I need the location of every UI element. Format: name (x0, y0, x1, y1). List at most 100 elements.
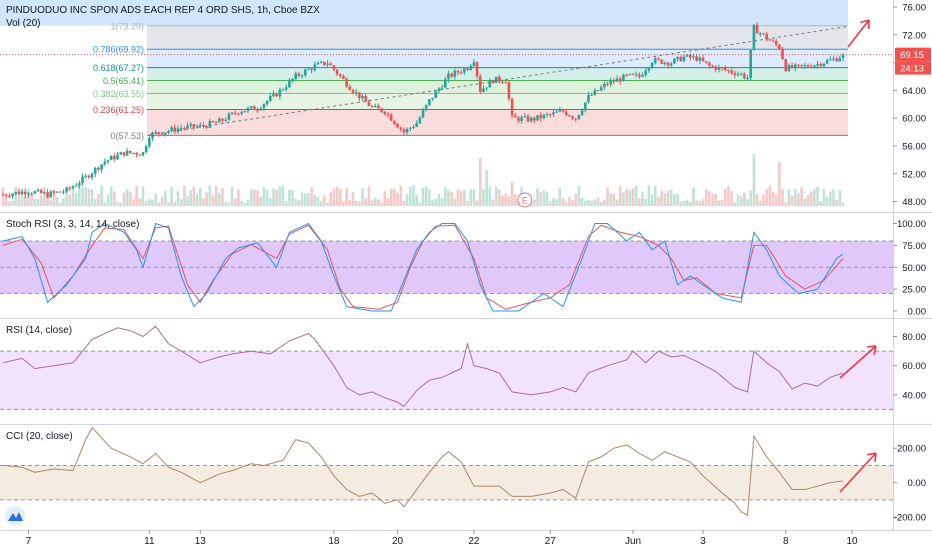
volume-bar (354, 200, 358, 206)
candle-body (714, 66, 718, 70)
volume-bar (612, 193, 616, 206)
candle-body (119, 152, 123, 155)
volume-bar (695, 200, 698, 206)
volume-bar (723, 188, 727, 206)
volume-bar (593, 199, 597, 206)
candle-body (300, 75, 304, 77)
candle-body (717, 67, 721, 70)
candle-body (307, 68, 310, 70)
candle-body (498, 76, 501, 82)
volume-bar (240, 200, 243, 206)
volume-bar (386, 197, 390, 206)
stoch-rsi-panel[interactable]: Stoch RSI (3, 3, 14, 14, close) (0, 219, 893, 312)
candle-body (743, 73, 746, 79)
fib-label: 0.618(67.27) (93, 63, 144, 73)
volume-bar (163, 190, 167, 206)
volume-bar (803, 198, 807, 206)
volume-bar (475, 200, 479, 206)
trend-line[interactable] (149, 25, 849, 136)
volume-bar (631, 188, 635, 206)
volume-bar (297, 200, 301, 206)
volume-bar (17, 187, 21, 206)
candle-body (666, 62, 670, 66)
candle-body (708, 62, 711, 66)
volume-bar (167, 202, 170, 206)
candle-body (87, 175, 91, 178)
candle-body (778, 44, 781, 49)
volume-bar (243, 202, 247, 206)
candle-body (30, 193, 33, 195)
candle-body (78, 183, 81, 186)
volume-bar (708, 191, 711, 206)
volume-bar (256, 190, 259, 206)
earnings-marker[interactable]: E (517, 192, 533, 208)
candle-body (478, 76, 482, 92)
candle-body (450, 73, 453, 77)
volume-bar (813, 189, 816, 206)
candle-body (507, 82, 511, 99)
price-tick-label: 60.00 (902, 114, 926, 125)
time-axis[interactable]: 7 11 13 18 20 22 27 Jun 3 8 10 (26, 530, 858, 547)
candle-body (310, 68, 313, 71)
candle-body (81, 176, 84, 184)
price-tick-label: 64.00 (902, 86, 926, 97)
rsi-panel[interactable]: RSI (14, close) (0, 325, 893, 410)
volume-bar (100, 185, 103, 206)
indicator-tick-label: 200.00 (897, 444, 926, 455)
volume-bar (154, 193, 158, 206)
volume-bar (186, 196, 189, 206)
volume-bar (437, 193, 441, 206)
time-tick-label: 10 (846, 536, 858, 547)
candle-body (720, 67, 724, 69)
volume-bar (638, 198, 641, 206)
candle-body (609, 80, 613, 85)
candle-body (768, 39, 772, 41)
volume-bar (49, 200, 53, 206)
candle-body (698, 57, 702, 61)
volume-bar (272, 188, 275, 206)
volume-bar (135, 185, 138, 206)
candle-body (253, 106, 256, 111)
volume-bar (170, 187, 173, 206)
volume-bar (603, 199, 606, 206)
candle-body (494, 76, 498, 83)
indicator-axes[interactable]: 100.00 75.00 50.00 25.00 0.00 80.00 60.00 40.00… (893, 219, 926, 524)
candlesticks[interactable] (1, 22, 845, 200)
volume-bar (84, 187, 88, 206)
candle-body (822, 63, 826, 67)
price-panel[interactable]: 1(73.29) 0.786(69.92) 0.618(67.27) 0.5(65.4… (0, 0, 893, 208)
candle-body (393, 120, 396, 124)
volume-bar (443, 187, 447, 206)
candle-body (358, 92, 361, 99)
candle-body (800, 64, 803, 66)
volume-bar (348, 200, 352, 206)
volume-bar (787, 189, 791, 206)
candle-body (313, 64, 317, 71)
candle-body (517, 117, 520, 121)
fib-zone-top (0, 0, 848, 26)
tradingview-logo-icon[interactable] (5, 506, 25, 526)
volume-bar (393, 188, 396, 206)
candle-body (650, 62, 654, 68)
candle-body (723, 68, 727, 71)
volume-bar (755, 194, 759, 206)
volume-bar (825, 196, 829, 206)
volume-bar (144, 201, 148, 206)
volume-bar (641, 191, 644, 206)
volume-bar (634, 185, 638, 206)
volume-bar (249, 189, 253, 206)
candle-body (405, 128, 409, 133)
candle-body (297, 73, 301, 76)
volume-bar (472, 189, 476, 206)
volume-bars (1, 154, 845, 206)
volume-bar (65, 187, 68, 206)
candle-body (838, 57, 842, 62)
candle-body (730, 70, 733, 74)
volume-bar (323, 195, 326, 206)
cci-panel[interactable]: CCI (20, close) (0, 426, 893, 517)
candle-body (832, 58, 835, 60)
volume-bar (545, 192, 549, 206)
volume-bar (564, 202, 568, 206)
price-tick-label: 48.00 (902, 197, 926, 208)
